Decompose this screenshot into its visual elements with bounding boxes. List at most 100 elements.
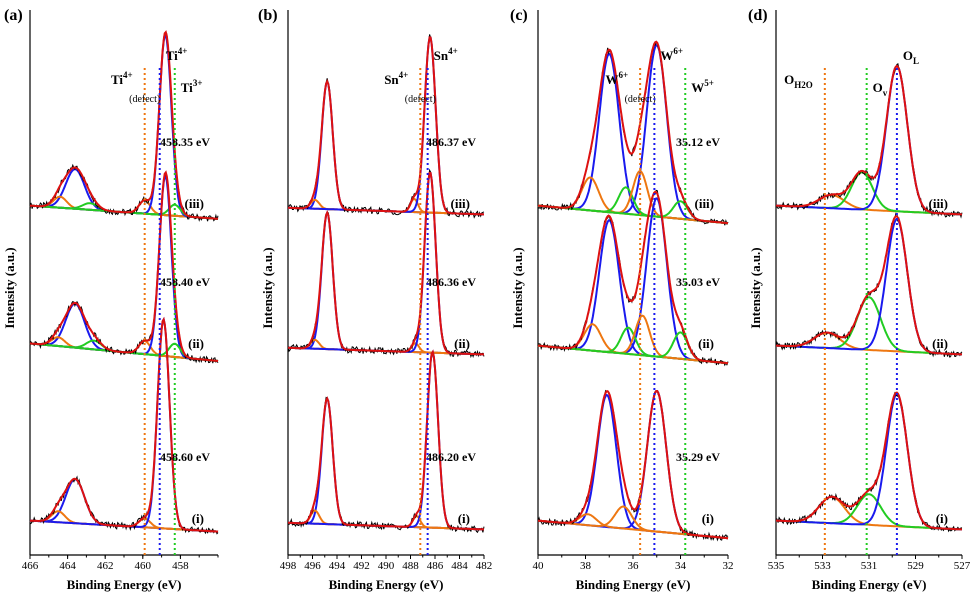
x-tick-label: 531 xyxy=(861,560,878,572)
reference-sublabel: (defect) xyxy=(625,94,656,105)
envelope-fit-line xyxy=(776,391,962,531)
raw-spectrum-line xyxy=(29,31,219,222)
trace-2: (i) 35.29 eV xyxy=(537,389,729,542)
trace-0: (iii) xyxy=(775,63,963,219)
envelope-fit-line xyxy=(29,316,219,533)
x-tick-label: 498 xyxy=(280,560,297,572)
raw-spectrum-line xyxy=(287,351,485,534)
panel-c: 40 38 36 34 32 Binding Energy (eV) Intensity (… xyxy=(510,7,734,592)
reference-label: Ov xyxy=(873,80,888,98)
x-tick-label: 533 xyxy=(814,560,831,572)
reference-label: W6+ xyxy=(660,46,683,63)
y-axis-title: Intensity (a.u.) xyxy=(510,247,525,328)
panel-d: 535 533 531 529 527 Binding Energy (eV) Intens… xyxy=(748,7,970,592)
reference-label: Sn4+ xyxy=(384,70,408,87)
peak-energy-label: 35.12 eV xyxy=(676,135,720,149)
x-tick-label: 40 xyxy=(533,560,545,572)
trace-2: (i) 486.20 eV xyxy=(287,349,485,534)
peak-energy-label: 486.36 eV xyxy=(426,275,476,289)
panel-label: (b) xyxy=(258,7,278,24)
x-tick-label: 458 xyxy=(172,560,189,572)
blue-component-peak xyxy=(776,393,962,531)
trace-0: (iii) 35.12 eV xyxy=(537,40,729,226)
trace-label: (ii) xyxy=(932,336,948,351)
reference-label: OL xyxy=(903,48,919,66)
trace-0: (iii) 458.35 eV xyxy=(29,30,219,222)
x-tick-label: 494 xyxy=(329,560,346,572)
orange-component-peak xyxy=(776,495,962,531)
y-axis-title: Intensity (a.u.) xyxy=(260,247,275,328)
raw-spectrum-line xyxy=(775,212,963,358)
trace-1: (ii) xyxy=(775,212,963,358)
x-tick-label: 490 xyxy=(378,560,395,572)
x-tick-label: 36 xyxy=(628,560,640,572)
y-axis-title: Intensity (a.u.) xyxy=(748,247,763,328)
panel-label: (d) xyxy=(748,7,768,24)
reference-label: Ti3+ xyxy=(181,78,203,95)
trace-1: (ii) 35.03 eV xyxy=(537,189,729,367)
reference-sublabel: (defect) xyxy=(129,94,160,105)
trace-label: (ii) xyxy=(188,336,204,351)
trace-label: (ii) xyxy=(698,336,714,351)
reference-label: Ti4+ xyxy=(166,46,188,63)
envelope-fit-line xyxy=(29,170,219,362)
blue-component-peak xyxy=(288,396,484,531)
x-tick-label: 486 xyxy=(427,560,444,572)
trace-2: (i) xyxy=(775,391,963,533)
trace-label: (i) xyxy=(702,511,714,526)
peak-energy-label: 486.37 eV xyxy=(426,135,476,149)
envelope-fit-line xyxy=(537,190,729,365)
reference-label: OH2O xyxy=(784,72,813,90)
envelope-fit-line xyxy=(537,389,729,540)
raw-spectrum-line xyxy=(775,391,963,533)
x-axis-title: Binding Energy (eV) xyxy=(576,577,691,592)
peak-energy-label: 486.20 eV xyxy=(426,450,476,464)
x-tick-label: 488 xyxy=(402,560,419,572)
reference-label: Ti4+ xyxy=(111,70,133,87)
x-tick-label: 32 xyxy=(723,560,734,572)
trace-0: (iii) 486.37 eV xyxy=(287,34,485,219)
envelope-fit-line xyxy=(288,349,484,531)
trace-label: (i) xyxy=(192,511,204,526)
x-tick-label: 34 xyxy=(675,560,687,572)
trace-label: (iii) xyxy=(695,196,715,211)
trace-label: (i) xyxy=(936,511,948,526)
envelope-fit-line xyxy=(288,36,484,216)
peak-energy-label: 35.29 eV xyxy=(676,450,720,464)
envelope-fit-line xyxy=(537,40,729,225)
x-axis-title: Binding Energy (eV) xyxy=(812,577,927,592)
reference-label: W6+ xyxy=(605,70,628,87)
x-tick-label: 466 xyxy=(22,560,39,572)
x-tick-label: 529 xyxy=(907,560,924,572)
blue-component-peak xyxy=(776,218,962,356)
x-tick-label: 460 xyxy=(135,560,152,572)
x-tick-label: 38 xyxy=(580,560,592,572)
trace-label: (i) xyxy=(458,511,470,526)
x-tick-label: 535 xyxy=(768,560,785,572)
x-axis-title: Binding Energy (eV) xyxy=(67,577,182,592)
envelope-fit-line xyxy=(288,171,484,356)
envelope-fit-line xyxy=(776,215,962,356)
trace-label: (iii) xyxy=(929,196,949,211)
raw-spectrum-line xyxy=(287,34,485,219)
trace-label: (iii) xyxy=(451,196,471,211)
x-tick-label: 527 xyxy=(954,560,970,572)
trace-label: (ii) xyxy=(454,336,470,351)
trace-2: (i) 458.60 eV xyxy=(29,316,219,535)
trace-label: (iii) xyxy=(185,196,205,211)
peak-energy-label: 458.60 eV xyxy=(160,450,210,464)
x-tick-label: 464 xyxy=(59,560,76,572)
envelope-fit-line xyxy=(776,64,962,216)
peak-energy-label: 458.40 eV xyxy=(160,275,210,289)
envelope-fit-line xyxy=(29,30,219,220)
x-axis-title: Binding Energy (eV) xyxy=(329,577,444,592)
peak-energy-label: 35.03 eV xyxy=(676,275,720,289)
panel-a: 466 464 462 460 458 Binding Energy (eV) Intens… xyxy=(2,7,219,592)
panel-b: 498 496 494 492 490 488 486 484 482 Binding Energ… xyxy=(258,7,492,592)
y-axis-title: Intensity (a.u.) xyxy=(2,247,17,328)
trace-1: (ii) 458.40 eV xyxy=(29,170,219,364)
reference-label: W5+ xyxy=(691,78,714,95)
reference-sublabel: (defect) xyxy=(405,94,436,105)
x-tick-label: 496 xyxy=(304,560,321,572)
